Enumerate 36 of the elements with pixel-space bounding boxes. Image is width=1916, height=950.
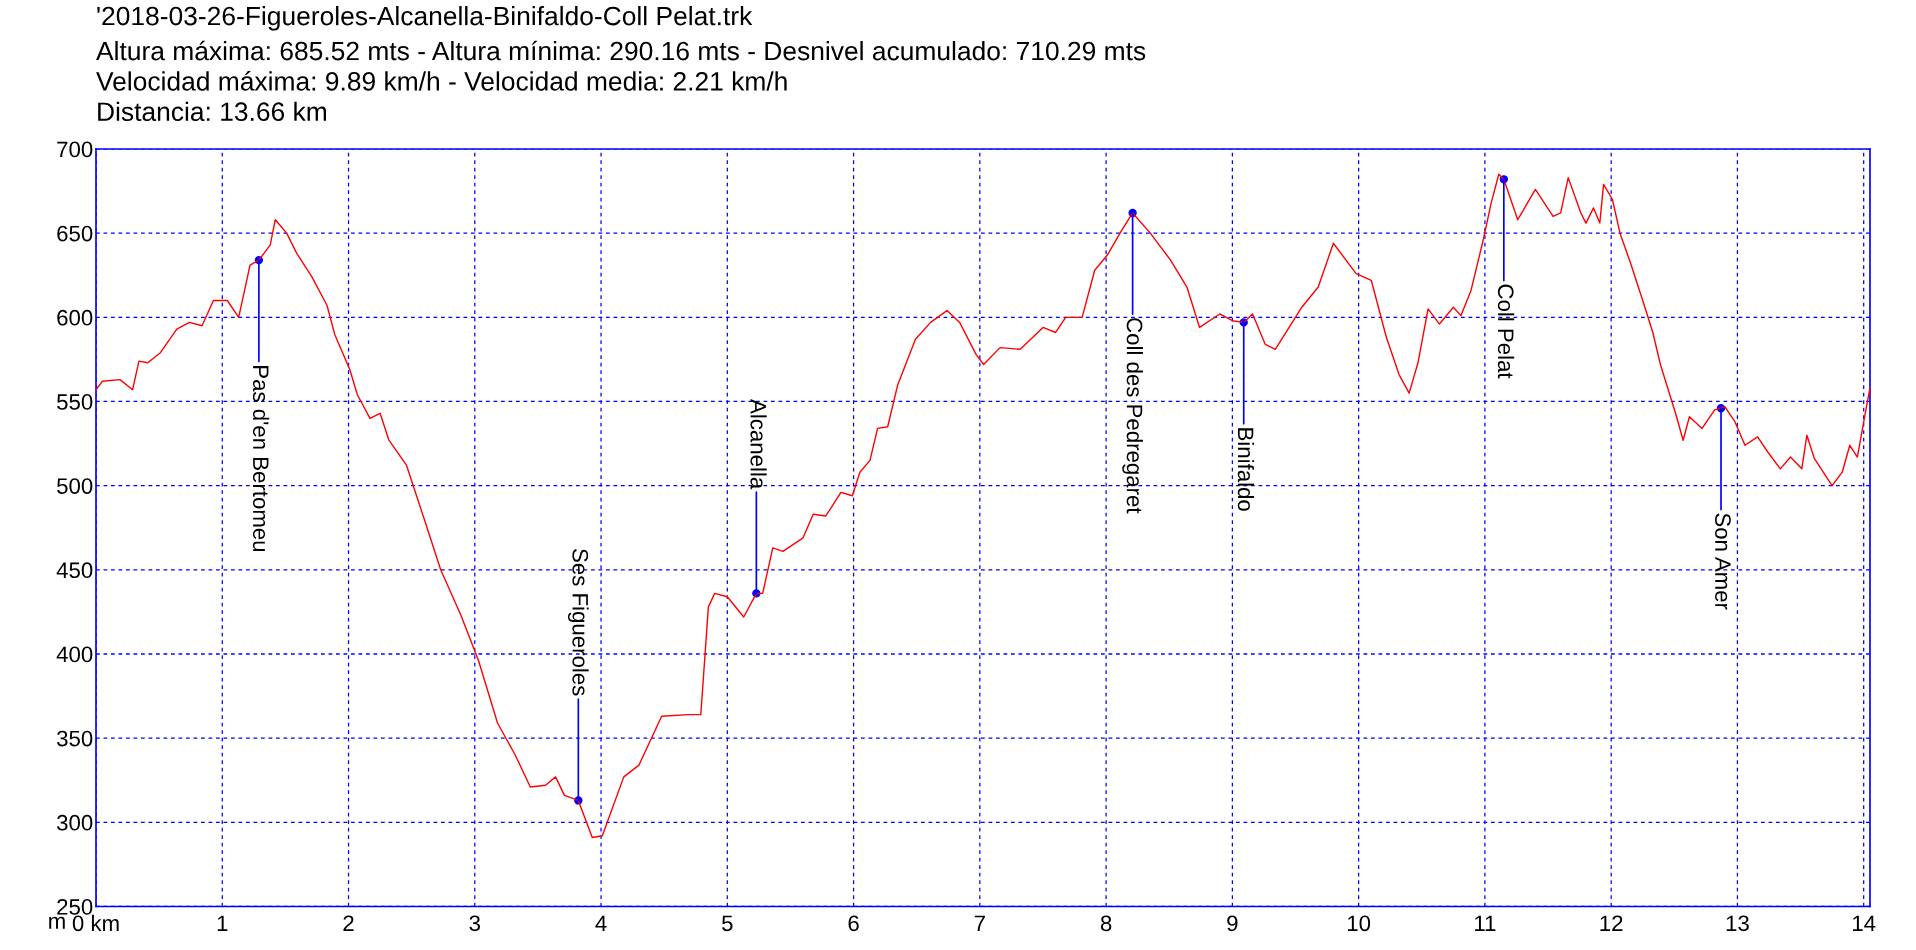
x-tick-label: 1 <box>217 915 228 931</box>
y-tick-label: 700 <box>57 141 93 158</box>
line-series <box>95 173 1871 839</box>
y-tick-label: 450 <box>56 562 93 579</box>
x-tick-label: 13 <box>1726 915 1749 932</box>
y-tick-label: 300 <box>57 814 93 831</box>
annotation: Alcanella <box>750 399 767 490</box>
y-tick-label: 400 <box>56 646 93 663</box>
x-tick-label: 12 <box>1600 915 1623 931</box>
chart-title: '2018-03-26-Figueroles-Alcanella-Binifaldo-Coll Pelat.trk <box>97 6 753 31</box>
annotation: Pas d'en Bertomeu <box>252 366 270 552</box>
x-tick-label: 9 <box>1227 915 1238 932</box>
y-tick-label: 650 <box>57 225 93 242</box>
annotation: Coll des Pedregaret <box>1122 318 1143 514</box>
annotation: Son Amer <box>1715 513 1731 610</box>
x-tick-label: 8 <box>1100 915 1112 932</box>
annotation: Binifaldo <box>1237 428 1255 511</box>
y-axis-title: m <box>49 916 65 929</box>
y-tick-label: 250 <box>57 899 93 915</box>
x-tick-label: 5 <box>722 915 733 932</box>
y-tick-label: 350 <box>57 730 93 747</box>
y-tick-label: 500 <box>57 478 93 494</box>
x-tick-label: 10 <box>1347 915 1371 932</box>
x-tick-label: 2 <box>343 915 354 931</box>
x-tick-label: 7 <box>974 915 985 931</box>
x-tick-label: 0 km <box>72 914 119 932</box>
annotation: Ses Figueroles <box>567 549 589 696</box>
x-tick-label: 11 <box>1475 915 1496 931</box>
x-tick-label: 4 <box>595 915 607 931</box>
chart-subtitle: Altura máxima: 685.52 mts - Altura mínima: 290.16 mts - Desnivel acumulado: 710.29 mts Velocidad máxima: 9.89 km/h - Velocidad media: 2.21 km/h Distancia: 13.66 km <box>96 40 1146 122</box>
x-tick-label: 14 <box>1853 915 1876 931</box>
x-tick-label: 3 <box>469 915 480 932</box>
y-tick-label: 550 <box>57 394 93 410</box>
y-tick-label: 600 <box>57 309 93 326</box>
annotation: Coll Pelat <box>1497 284 1515 379</box>
x-tick-label: 6 <box>848 915 859 932</box>
